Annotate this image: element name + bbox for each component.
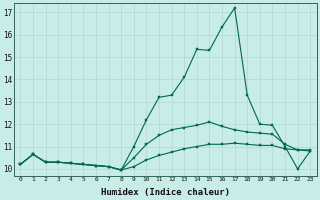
- X-axis label: Humidex (Indice chaleur): Humidex (Indice chaleur): [101, 188, 230, 197]
